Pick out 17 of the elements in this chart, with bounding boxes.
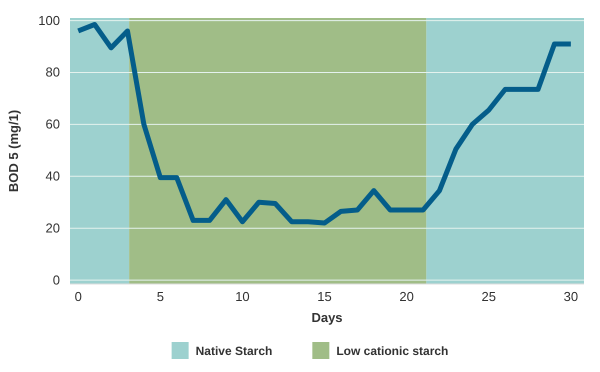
legend-label: Native Starch (196, 344, 272, 358)
legend-label: Low cationic starch (336, 344, 448, 358)
y-tick-label: 20 (46, 220, 60, 236)
x-tick-label: 20 (399, 289, 414, 304)
x-axis-title: Days (311, 310, 343, 325)
y-tick-label: 0 (52, 272, 60, 288)
y-tick-label: 40 (46, 168, 60, 184)
y-tick-label: 60 (46, 116, 60, 132)
x-tick-label: 10 (235, 289, 250, 304)
y-axis-title: BOD 5 (mg/1) (6, 110, 21, 192)
x-tick-label: 25 (482, 289, 496, 304)
x-tick-label: 5 (156, 289, 164, 304)
x-tick-label: 30 (564, 289, 578, 304)
y-tick-label: 100 (38, 12, 60, 28)
x-tick-label: 15 (317, 289, 332, 304)
y-tick-label: 80 (46, 64, 60, 80)
x-tick-label: 0 (74, 289, 82, 304)
